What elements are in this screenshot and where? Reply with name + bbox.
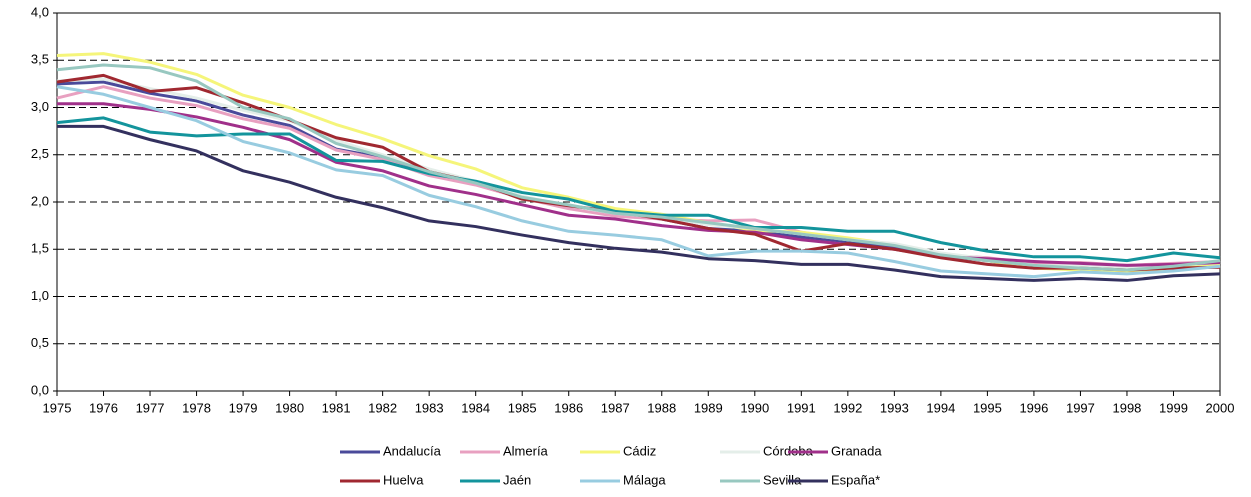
y-tick-label: 0,0: [31, 382, 49, 397]
x-tick-label: 1982: [368, 400, 397, 415]
x-tick-label: 1995: [973, 400, 1002, 415]
plot-frame: [56, 12, 1221, 392]
series-line: [56, 116, 1221, 263]
x-tick-label: 1989: [694, 400, 723, 415]
legend-label: Granada: [831, 443, 882, 458]
x-tick-label: 1986: [554, 400, 583, 415]
legend-label: Andalucía: [383, 443, 442, 458]
x-tick-label: 1977: [136, 400, 165, 415]
y-tick-label: 2,5: [31, 146, 49, 161]
legend-label: Jaén: [503, 472, 531, 487]
x-tick-label: 1983: [415, 400, 444, 415]
x-tick-label: 1985: [508, 400, 537, 415]
y-tick-label: 2,0: [31, 193, 49, 208]
series-line: [56, 73, 1221, 272]
x-tick-label: 1984: [461, 400, 490, 415]
x-tick-label: 1979: [229, 400, 258, 415]
x-tick-label: 1996: [1019, 400, 1048, 415]
series-line: [56, 85, 1221, 279]
x-tick-label: 1997: [1066, 400, 1095, 415]
legend-label: Cádiz: [623, 443, 656, 458]
y-tick-label: 0,5: [31, 335, 49, 350]
legend-label: Sevilla: [763, 472, 802, 487]
y-tick-label: 4,0: [31, 4, 49, 19]
x-tick-label: 1978: [182, 400, 211, 415]
x-tick-label: 1994: [926, 400, 955, 415]
legend-label: Málaga: [623, 472, 666, 487]
x-tick-label: 1981: [322, 400, 351, 415]
x-tick-label: 1999: [1159, 400, 1188, 415]
legend-label: España*: [831, 472, 880, 487]
x-tick-label: 1976: [89, 400, 118, 415]
x-tick-label: 1980: [275, 400, 304, 415]
x-tick-label: 1975: [43, 400, 72, 415]
x-tick-label: 1988: [647, 400, 676, 415]
series-line: [56, 77, 1221, 270]
x-tick-label: 1993: [880, 400, 909, 415]
y-tick-label: 3,0: [31, 99, 49, 114]
x-tick-label: 2000: [1206, 400, 1235, 415]
x-tick-label: 1992: [833, 400, 862, 415]
legend-label: Almería: [503, 443, 549, 458]
legend-label: Huelva: [383, 472, 424, 487]
x-tick-label: 1991: [787, 400, 816, 415]
x-tick-label: 1990: [740, 400, 769, 415]
series-line: [56, 52, 1221, 274]
series-line: [57, 102, 1221, 267]
y-tick-label: 1,0: [31, 288, 49, 303]
series-line: [56, 63, 1221, 272]
y-tick-label: 3,5: [31, 52, 49, 67]
x-tick-label: 1987: [601, 400, 630, 415]
x-tick-label: 1998: [1112, 400, 1141, 415]
y-tick-label: 1,5: [31, 241, 49, 256]
series-line: [57, 124, 1221, 282]
series-line: [56, 80, 1221, 273]
